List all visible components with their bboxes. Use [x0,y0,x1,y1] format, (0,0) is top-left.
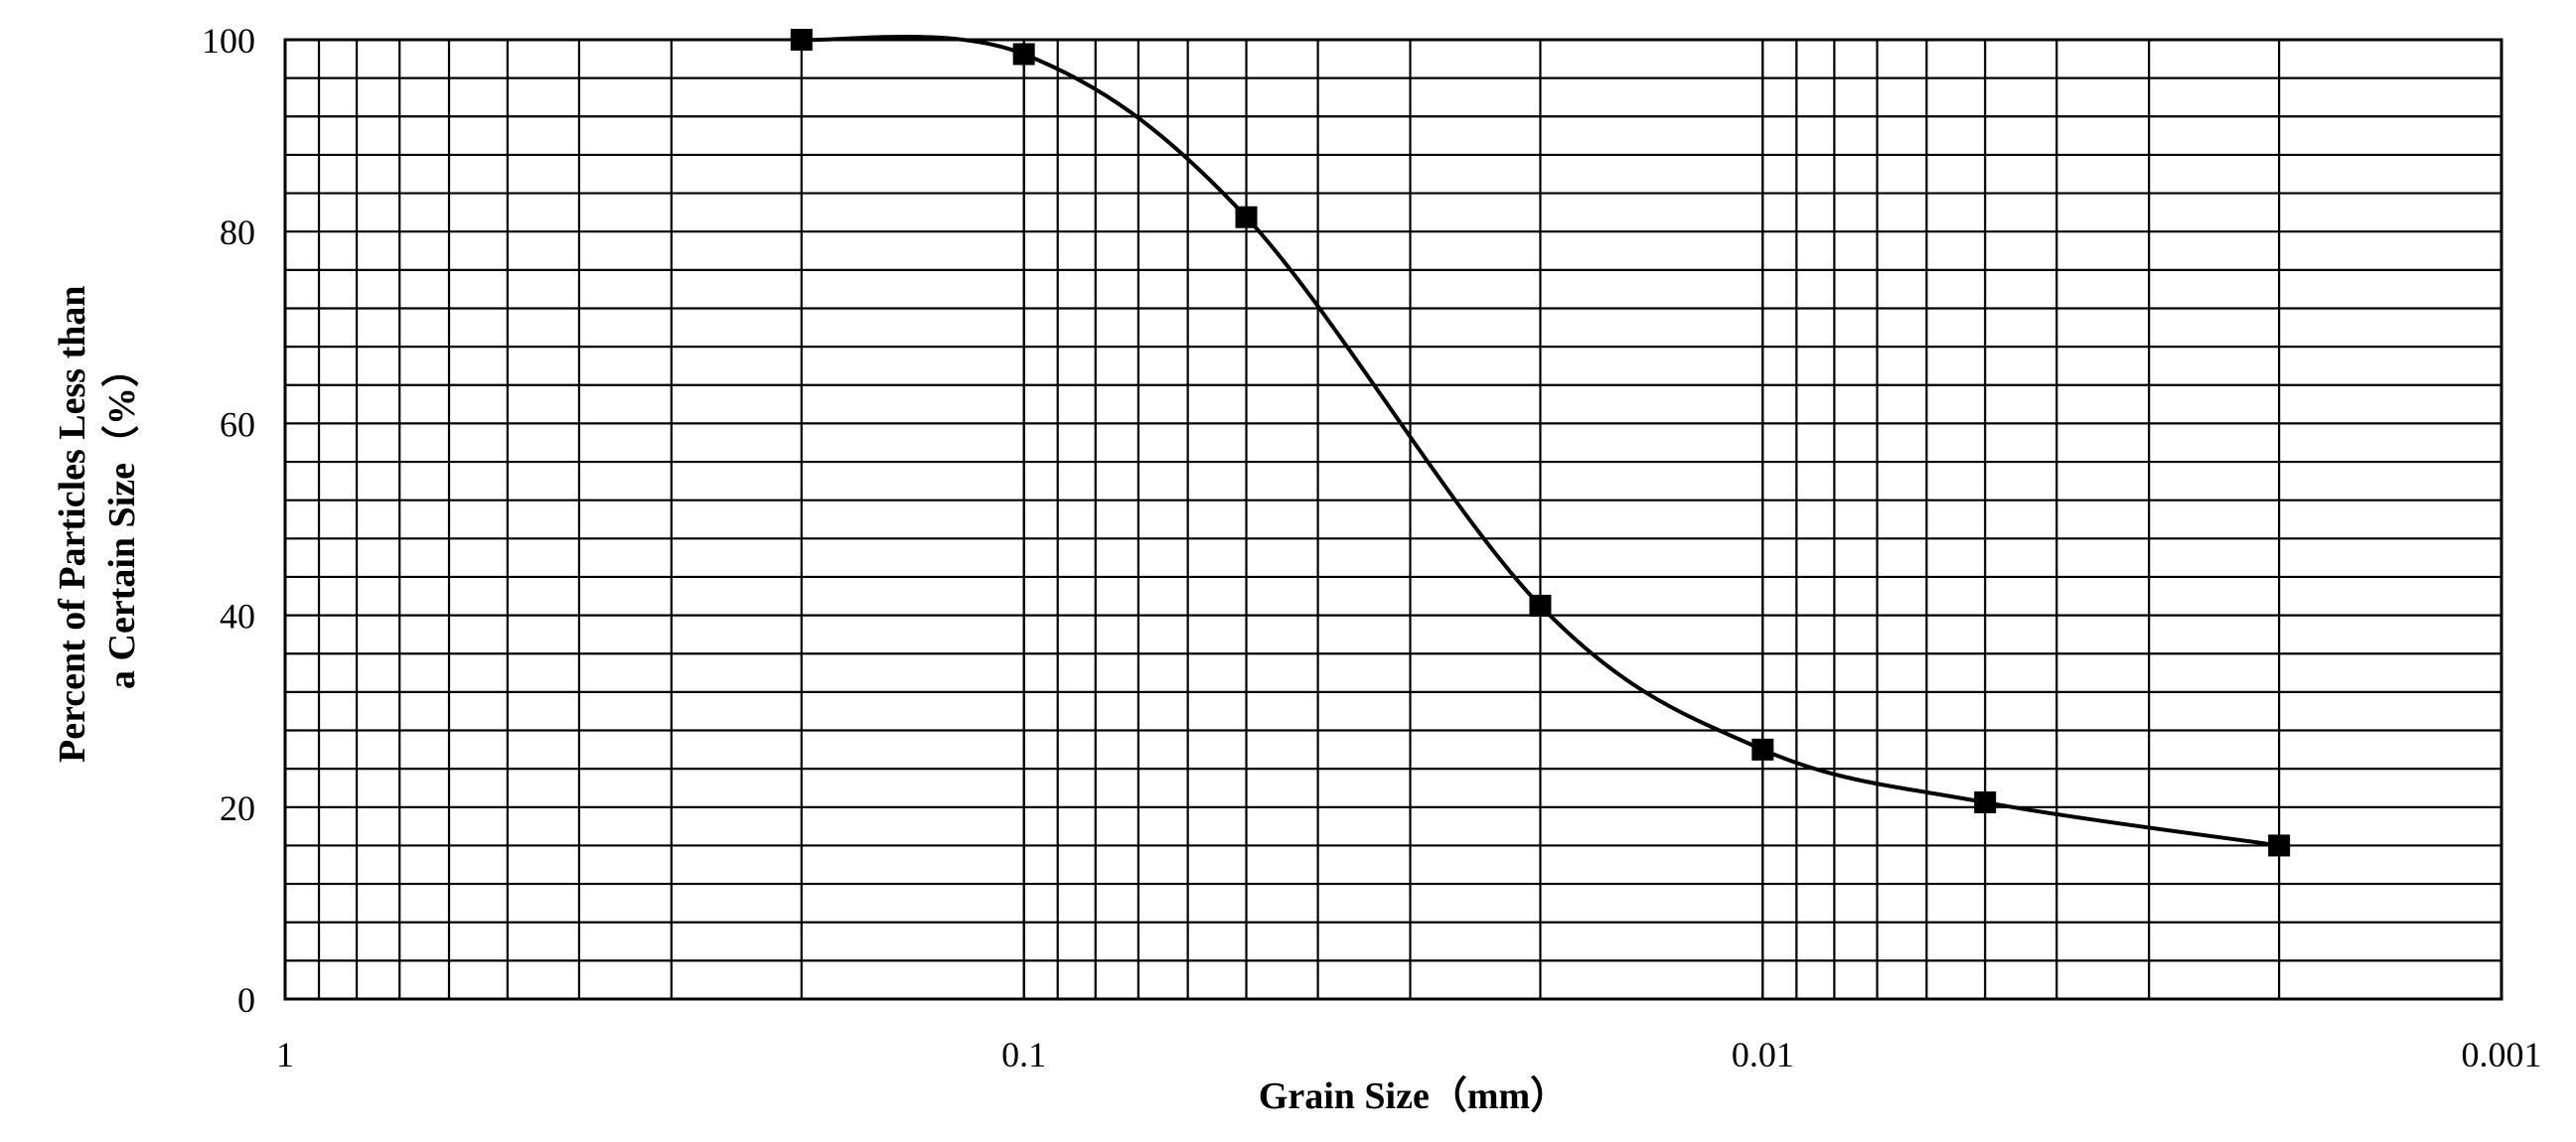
x-tick-label: 1 [276,1035,294,1074]
plot-frame [283,38,2503,1001]
y-axis-title: Percent of Particles Less than a Certain… [52,276,143,763]
x-axis-title: Grain Size（mm） [1259,1075,1568,1117]
data-point-marker [1974,790,1997,813]
y-tick-label: 80 [220,213,255,252]
y-tick-label: 0 [237,980,255,1020]
y-tick-label: 60 [220,404,255,444]
y-axis-title-line-2: a Certain Size（%） [101,350,143,689]
data-point-marker [2268,834,2291,857]
data-point-marker [1235,206,1258,228]
y-tick-labels: 0 20 40 60 80 100 [202,21,255,1020]
data-point-marker [1751,738,1774,761]
x-tick-label: 0.1 [1001,1035,1046,1074]
y-axis-title-line-1: Percent of Particles Less than [52,285,93,763]
data-point-marker [1529,594,1552,617]
data-point-marker [1012,43,1035,66]
y-tick-label: 40 [220,597,255,637]
x-tick-label: 0.001 [2462,1035,2542,1074]
y-tick-label: 100 [202,21,255,61]
data-markers [790,29,2291,857]
grid [283,38,2503,1001]
x-tick-labels: 1 0.1 0.01 0.001 [276,1035,2542,1074]
y-tick-label: 20 [220,788,255,828]
x-tick-label: 0.01 [1732,1035,1794,1074]
